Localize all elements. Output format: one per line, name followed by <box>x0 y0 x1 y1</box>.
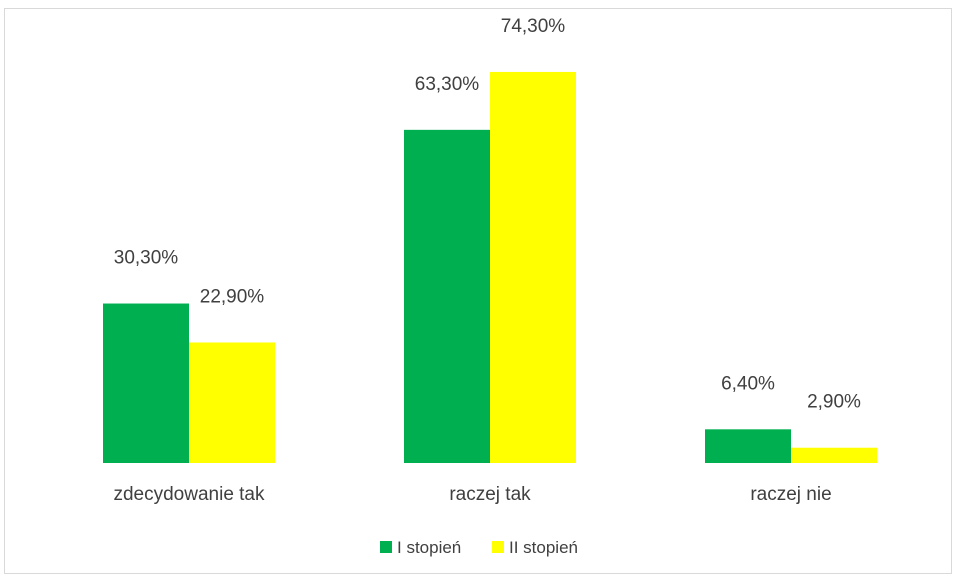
legend-label: II stopień <box>509 538 578 557</box>
bar-ii-stopien-2 <box>791 447 877 463</box>
legend-label: I stopień <box>397 538 461 557</box>
data-label: 6,40% <box>721 373 775 394</box>
legend-item-ii-stopien: II stopień <box>492 538 578 557</box>
bar-i-stopien-2 <box>705 429 791 463</box>
data-label: 74,30% <box>501 16 566 37</box>
category-labels-layer: zdecydowanie tak raczej tak raczej nie <box>113 484 831 505</box>
data-label: 22,90% <box>200 286 265 307</box>
bar-ii-stopien-1 <box>490 71 576 464</box>
bar-ii-stopien-0 <box>189 342 275 463</box>
category-label: raczej nie <box>750 484 831 505</box>
bar-i-stopien-0 <box>103 303 189 463</box>
legend-swatch <box>492 541 504 553</box>
legend: I stopień II stopień <box>380 538 578 557</box>
bar-i-stopien-1 <box>404 129 490 463</box>
value-labels-layer: 30,30% 22,90% 63,30% 74,30% 6,40% 2,90% <box>114 16 861 413</box>
data-label: 63,30% <box>415 74 480 95</box>
bars-layer <box>103 71 877 464</box>
legend-item-i-stopien: I stopień <box>380 538 461 557</box>
data-label: 30,30% <box>114 248 179 269</box>
category-label: zdecydowanie tak <box>113 484 265 505</box>
category-label: raczej tak <box>449 484 531 505</box>
data-label: 2,90% <box>807 392 861 413</box>
legend-swatch <box>380 541 392 553</box>
